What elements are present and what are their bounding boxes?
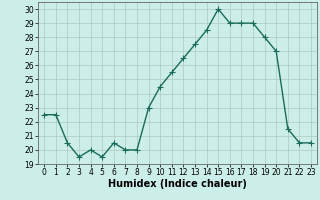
X-axis label: Humidex (Indice chaleur): Humidex (Indice chaleur) <box>108 179 247 189</box>
